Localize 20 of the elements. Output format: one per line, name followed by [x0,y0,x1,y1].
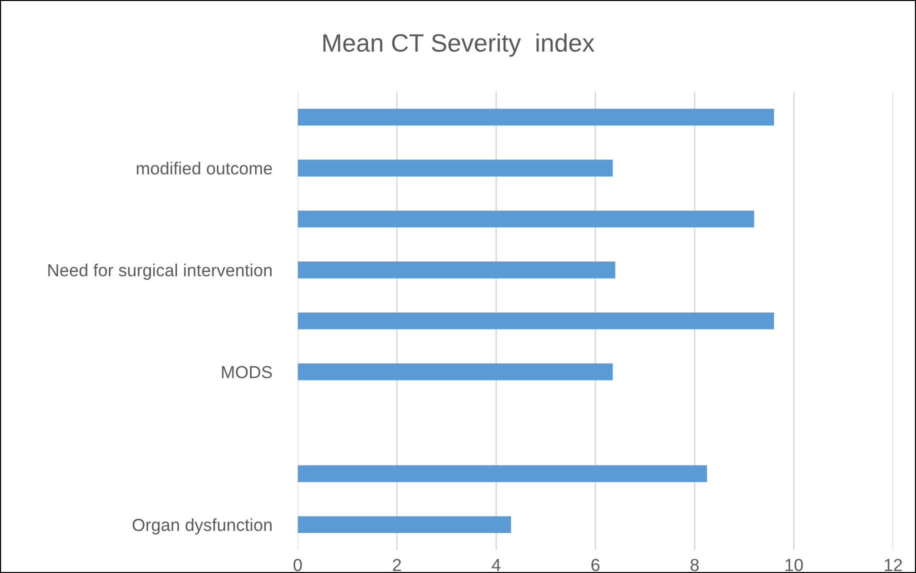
x-tick-label: 6 [591,558,600,572]
bar [298,363,613,380]
x-tick-label: 4 [492,559,500,571]
x-tick-label: 8 [690,558,699,572]
x-tick-label: 10 [786,558,803,572]
bar [298,210,754,228]
bar [298,108,774,126]
x-tick-label: 0 [294,558,302,572]
bar [298,160,613,176]
y-tick-label: Need for surgical intervention [48,264,272,280]
bar [298,262,616,278]
y-tick-label: MODS [222,366,272,378]
x-tick-label: 2 [392,558,401,571]
y-tick-label: Organ dysfunction [132,518,272,535]
x-tick-label: 12 [884,558,902,571]
bar [298,312,774,330]
bar [298,465,708,482]
y-tick-label: modified outcome [136,162,272,175]
bar [298,516,512,534]
chart-title: Mean CT Severity index [323,33,594,57]
